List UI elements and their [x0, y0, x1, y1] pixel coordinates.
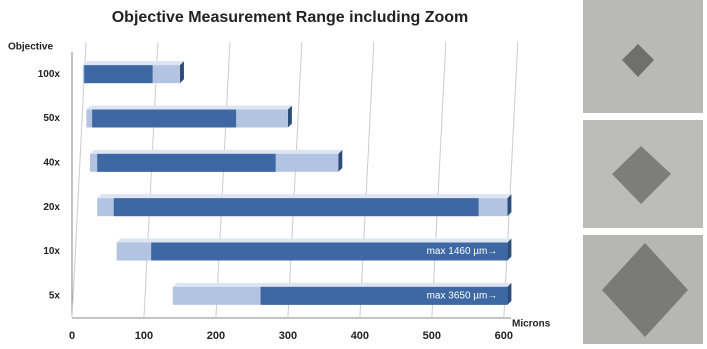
- chart-title: Objective Measurement Range including Zo…: [112, 9, 469, 26]
- micrographs: [583, 0, 703, 344]
- x-tick-label: 100: [135, 330, 153, 342]
- bar-label: max 3650 µm→: [427, 290, 498, 301]
- grid-line: [143, 41, 159, 319]
- x-tick-label: 400: [351, 330, 369, 342]
- y-tick-label: 5x: [49, 290, 61, 301]
- indent: [612, 146, 671, 204]
- bar-top: [82, 61, 184, 66]
- bar-depth: [338, 149, 343, 172]
- core-bar: [84, 65, 153, 84]
- bar-depth: [287, 105, 292, 128]
- bar-label: max 1460 µm→: [427, 246, 498, 257]
- grid-line: [287, 41, 303, 319]
- grid-line: [215, 41, 231, 319]
- core-bar: [113, 198, 479, 217]
- core-bar: [151, 242, 508, 261]
- grid-line: [359, 41, 375, 319]
- y-tick-label: 100x: [38, 69, 61, 80]
- x-tick-label: 300: [279, 330, 297, 342]
- indent: [622, 44, 654, 77]
- grid-line: [503, 41, 519, 319]
- bar-depth: [507, 194, 512, 217]
- bar-top: [89, 149, 343, 154]
- bar-depth: [179, 61, 184, 84]
- core-bar: [92, 109, 237, 128]
- x-tick-label: 600: [495, 330, 513, 342]
- bar-top: [172, 282, 512, 287]
- y-tick-label: 40x: [43, 157, 60, 168]
- x-tick-label: 0: [69, 330, 75, 342]
- bar-depth: [507, 282, 512, 305]
- grid-line: [71, 41, 87, 319]
- indent: [602, 243, 688, 337]
- x-tick-label: 200: [207, 330, 225, 342]
- bar-depth: [507, 238, 512, 261]
- grid-line: [431, 41, 447, 319]
- y-tick-label: 20x: [43, 202, 60, 213]
- core-bar: [260, 286, 508, 305]
- bar-top: [86, 105, 292, 110]
- x-axis-label: Microns: [512, 319, 551, 330]
- core-bar: [97, 153, 276, 172]
- bar-top: [116, 238, 512, 243]
- y-tick-label: 50x: [43, 113, 60, 124]
- x-tick-label: 500: [423, 330, 441, 342]
- y-tick-label: 10x: [43, 246, 60, 257]
- y-axis-label: Objective: [8, 42, 53, 53]
- bar-top: [97, 194, 512, 199]
